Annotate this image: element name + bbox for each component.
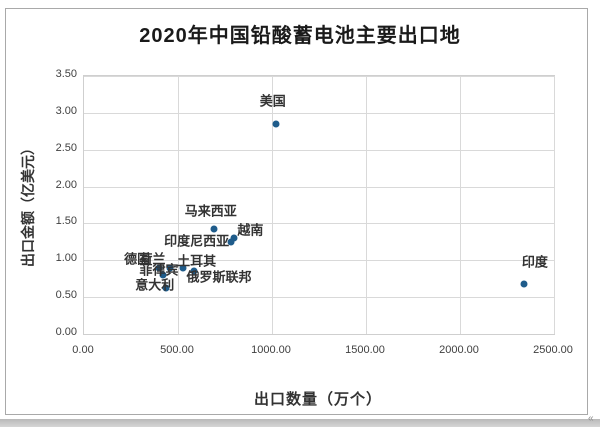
watermark-glyph: « bbox=[588, 413, 594, 424]
data-point bbox=[230, 234, 238, 242]
data-point bbox=[190, 267, 198, 275]
data-point-label: 意大利 bbox=[135, 277, 175, 293]
grid-line-horizontal bbox=[84, 112, 554, 114]
data-point bbox=[179, 264, 187, 272]
x-tick-label: 1000.00 bbox=[251, 344, 291, 356]
y-tick-label: 0.50 bbox=[55, 289, 77, 302]
data-point-label: 德国 bbox=[124, 251, 151, 267]
data-point bbox=[520, 280, 528, 288]
y-tick-label: 0.00 bbox=[55, 326, 77, 338]
grid-line-horizontal bbox=[84, 260, 554, 262]
grid-line-vertical bbox=[366, 76, 367, 334]
grid-line-vertical bbox=[272, 76, 273, 334]
grid-line-vertical bbox=[178, 76, 179, 334]
screenshot-bottom-edge bbox=[0, 419, 600, 427]
data-point bbox=[227, 238, 235, 246]
data-point-label: 美国 bbox=[259, 93, 286, 109]
x-tick-label: 1500.00 bbox=[345, 344, 385, 356]
x-tick-label: 0.00 bbox=[72, 344, 94, 356]
y-tick-label: 2.00 bbox=[55, 178, 77, 191]
y-tick-label: 1.00 bbox=[55, 252, 77, 265]
grid-line-horizontal bbox=[84, 149, 554, 151]
data-point-label: 印度尼西亚 bbox=[164, 233, 230, 249]
x-axis-title: 出口数量（万个） bbox=[253, 391, 383, 408]
data-point-label: 土耳其 bbox=[177, 253, 217, 269]
grid-line-horizontal bbox=[84, 223, 554, 225]
data-point-label: 俄罗斯联邦 bbox=[186, 269, 252, 285]
y-tick-label: 3.50 bbox=[55, 68, 77, 80]
data-point bbox=[155, 264, 163, 272]
y-tick-label: 3.00 bbox=[55, 104, 77, 117]
data-point bbox=[272, 120, 280, 128]
grid-line-horizontal bbox=[84, 76, 554, 77]
grid-line-horizontal bbox=[84, 297, 554, 299]
y-axis-title: 出口金额（亿美元） bbox=[20, 141, 36, 267]
chart-title: 2020年中国铅酸蓄电池主要出口地 bbox=[139, 25, 461, 47]
data-point-label: 马来西亚 bbox=[184, 203, 237, 219]
data-point bbox=[159, 271, 167, 279]
plot-area: 美国马来西亚 越南 印度尼西亚 德国 荷兰 土耳其 俄罗斯联邦 菲律宾 意大利 印度 bbox=[83, 75, 555, 335]
grid-line-vertical bbox=[554, 76, 555, 334]
data-point bbox=[166, 264, 174, 272]
grid-line-vertical bbox=[460, 76, 461, 334]
data-point-label: 菲律宾 bbox=[139, 262, 179, 278]
data-point-label: 越南 bbox=[237, 222, 264, 238]
data-point-label: 荷兰 bbox=[139, 251, 166, 267]
y-tick-label: 1.50 bbox=[55, 215, 77, 228]
y-tick-label: 2.50 bbox=[55, 141, 77, 154]
x-tick-label: 2000.00 bbox=[439, 344, 479, 356]
data-point bbox=[210, 225, 218, 233]
x-tick-label: 500.00 bbox=[160, 344, 194, 356]
data-point bbox=[162, 284, 170, 292]
x-tick-label: 2500.00 bbox=[533, 344, 573, 356]
grid-line-horizontal bbox=[84, 186, 554, 188]
data-point-label: 印度 bbox=[521, 254, 548, 270]
